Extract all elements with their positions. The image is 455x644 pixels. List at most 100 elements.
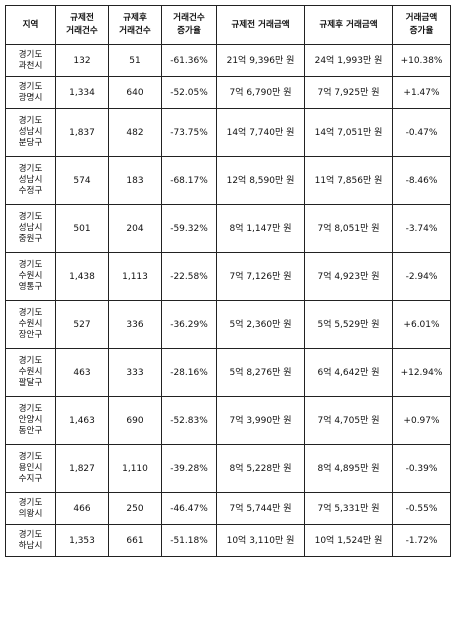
region-text: 경기도 [18,116,43,126]
count-change-cell: -39.28% [161,444,217,493]
region-cell: 경기도 안양시 동안구 [5,396,56,445]
before-amount-cell: 14억 7,740만 원 [216,108,305,157]
region-cell: 경기도 성남시 중원구 [5,204,56,253]
before-count-cell: 132 [55,44,109,77]
region-text: 수원시 [18,319,43,329]
table-row: 경기도 용인시 수지구 1,827 1,110 -39.28% 8억 5,228만 원 8억 … [5,444,451,493]
before-amount-cell: 5억 2,360만 원 [216,300,305,349]
region-text: 팔달구 [18,378,43,388]
after-count-cell: 482 [108,108,162,157]
header-text: 규제후 [123,13,147,23]
region-cell: 경기도 성남시 수정구 [5,156,56,205]
region-cell: 경기도 과천시 [5,44,56,77]
count-change-cell: -28.16% [161,348,217,397]
before-count-cell: 527 [55,300,109,349]
table-row: 경기도 성남시 수정구 574 183 -68.17% 12억 8,590만 원 11억 7,… [5,156,451,205]
region-text: 수지구 [18,474,43,484]
after-count-cell: 51 [108,44,162,77]
after-amount-cell: 11억 7,856만 원 [304,156,393,205]
transaction-table: 지역 규제전 거래건수 규제후 거래건수 거래건수 증가율 규제전 거래금액 규제후 거래금액 거… [5,5,451,557]
region-text: 장안구 [18,330,43,340]
region-text: 성남시 [18,127,43,137]
region-cell: 경기도 수원시 팔달구 [5,348,56,397]
region-text: 광명시 [18,92,43,103]
table-row: 경기도 하남시 1,353 661 -51.18% 10억 3,110만 원 10억 1,5… [5,524,451,557]
before-amount-cell: 7억 7,126만 원 [216,252,305,301]
header-text: 거래건수 [173,13,205,23]
header-before-amount: 규제전 거래금액 [216,5,305,45]
region-text: 동안구 [18,426,43,436]
region-text: 분당구 [18,138,43,148]
before-amount-cell: 8억 1,147만 원 [216,204,305,253]
table-row: 경기도 수원시 영통구 1,438 1,113 -22.58% 7억 7,126만 원 7억 … [5,252,451,301]
after-count-cell: 1,110 [108,444,162,493]
count-change-cell: -59.32% [161,204,217,253]
after-amount-cell: 14억 7,051만 원 [304,108,393,157]
after-amount-cell: 7억 4,705만 원 [304,396,393,445]
before-amount-cell: 7억 6,790만 원 [216,76,305,109]
amount-change-cell: +12.94% [392,348,451,397]
region-text: 영통구 [18,282,43,292]
region-text: 안양시 [18,415,43,425]
amount-change-cell: -3.74% [392,204,451,253]
after-count-cell: 183 [108,156,162,205]
region-cell: 경기도 의왕시 [5,492,56,525]
before-amount-cell: 10억 3,110만 원 [216,524,305,557]
region-text: 성남시 [18,175,43,185]
table-row: 경기도 과천시 132 51 -61.36% 21억 9,396만 원 24억 1,993만… [5,44,451,77]
after-count-cell: 1,113 [108,252,162,301]
region-text: 수원시 [18,367,43,377]
header-text: 증가율 [409,26,434,36]
count-change-cell: -46.47% [161,492,217,525]
amount-change-cell: +0.97% [392,396,451,445]
count-change-cell: -61.36% [161,44,217,77]
header-before-count: 규제전 거래건수 [55,5,109,45]
after-amount-cell: 7억 7,925만 원 [304,76,393,109]
after-count-cell: 250 [108,492,162,525]
region-text: 수원시 [18,271,43,281]
count-change-cell: -52.05% [161,76,217,109]
region-text: 의왕시 [18,508,43,519]
region-text: 경기도 [18,212,43,222]
before-amount-cell: 8억 5,228만 원 [216,444,305,493]
table-row: 경기도 성남시 분당구 1,837 482 -73.75% 14억 7,740만 원 14억 … [5,108,451,157]
before-count-cell: 1,334 [55,76,109,109]
after-amount-cell: 7억 5,331만 원 [304,492,393,525]
region-text: 경기도 [18,308,43,318]
region-text: 경기도 [18,404,43,414]
amount-change-cell: +10.38% [392,44,451,77]
after-count-cell: 336 [108,300,162,349]
header-text: 규제후 거래금액 [319,19,378,30]
region-text: 경기도 [18,497,43,508]
before-count-cell: 1,463 [55,396,109,445]
region-text: 하남시 [18,540,43,551]
amount-change-cell: -1.72% [392,524,451,557]
header-text: 거래금액 [405,13,438,23]
before-count-cell: 1,837 [55,108,109,157]
region-text: 과천시 [18,60,43,71]
after-count-cell: 640 [108,76,162,109]
table-row: 경기도 의왕시 466 250 -46.47% 7억 5,744만 원 7억 5,331만 … [5,492,451,525]
region-text: 성남시 [18,223,43,233]
region-text: 경기도 [18,356,43,366]
amount-change-cell: +1.47% [392,76,451,109]
before-count-cell: 501 [55,204,109,253]
data-table-wrapper: 지역 규제전 거래건수 규제후 거래건수 거래건수 증가율 규제전 거래금액 규제후 거래금액 거… [5,5,451,557]
amount-change-cell: -0.39% [392,444,451,493]
region-cell: 경기도 광명시 [5,76,56,109]
region-text: 용인시 [18,463,43,473]
before-count-cell: 466 [55,492,109,525]
region-cell: 경기도 하남시 [5,524,56,557]
after-amount-cell: 7억 4,923만 원 [304,252,393,301]
header-text: 지역 [22,19,39,30]
region-text: 경기도 [18,529,43,540]
header-text: 거래건수 [119,26,151,36]
region-text: 경기도 [18,49,43,60]
header-text: 증가율 [177,26,201,36]
before-count-cell: 1,438 [55,252,109,301]
table-row: 경기도 안양시 동안구 1,463 690 -52.83% 7억 3,990만 원 7억 4,… [5,396,451,445]
before-amount-cell: 7억 5,744만 원 [216,492,305,525]
